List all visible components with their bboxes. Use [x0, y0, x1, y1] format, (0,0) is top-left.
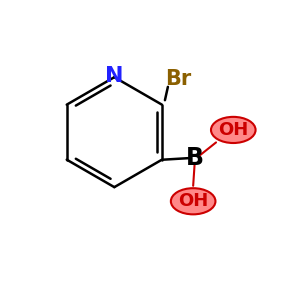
- Ellipse shape: [171, 188, 215, 214]
- Text: B: B: [186, 146, 204, 170]
- Ellipse shape: [211, 117, 256, 143]
- Text: Br: Br: [165, 69, 191, 89]
- Text: OH: OH: [218, 121, 248, 139]
- Text: OH: OH: [178, 192, 208, 210]
- Text: N: N: [105, 66, 124, 86]
